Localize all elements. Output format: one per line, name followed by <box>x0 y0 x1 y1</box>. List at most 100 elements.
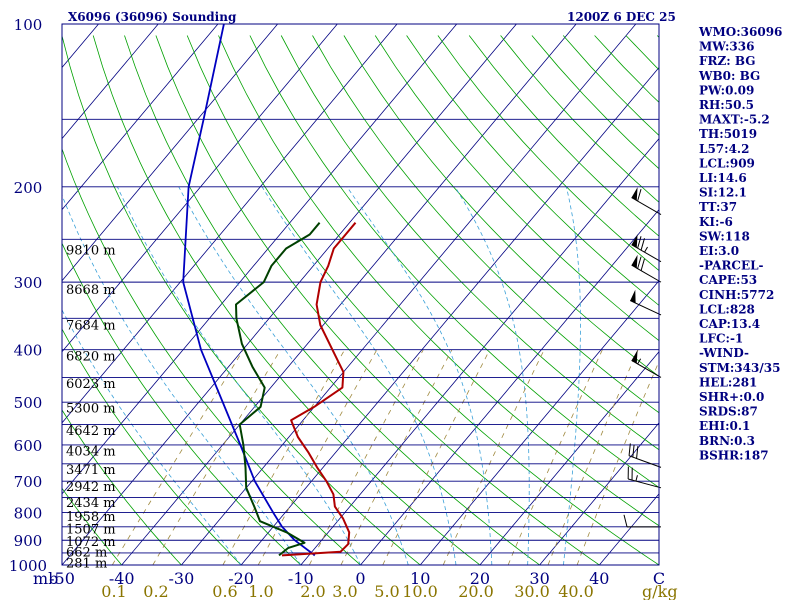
mixing-ratio-tick-label: 1.0 <box>248 582 273 600</box>
temperature-tick-label: 0 <box>355 569 365 588</box>
isotherm-line <box>62 24 159 140</box>
dry-adiabat-line <box>280 35 659 451</box>
isotherm-line <box>419 280 659 565</box>
chart-grid <box>62 24 659 565</box>
isotherm-line <box>539 422 659 565</box>
dry-adiabat-line <box>374 35 659 342</box>
dewpoint-trace <box>235 222 321 557</box>
wind-barb-half-feather <box>644 246 648 253</box>
wind-barb-flag <box>631 349 638 364</box>
pressure-tick-label: 500 <box>14 394 43 412</box>
index-value: EI:3.0 <box>699 244 739 258</box>
index-value: CAPE:53 <box>699 273 757 287</box>
moist-adiabat-line <box>62 308 242 565</box>
index-value: WB0: BG <box>698 69 760 83</box>
index-value: CINH:5772 <box>699 288 774 302</box>
index-value: KI:-6 <box>699 215 733 229</box>
isotherm-line <box>62 24 219 211</box>
index-value: EHI:0.1 <box>699 419 750 433</box>
dry-adiabat-line <box>249 35 659 488</box>
mixing-ratio-line <box>111 349 244 565</box>
dry-adiabat-line <box>155 35 600 565</box>
index-value: SW:118 <box>699 229 750 243</box>
height-label: 4642 m <box>66 424 116 439</box>
dry-adiabat-line <box>62 147 362 565</box>
wind-barb-shaft <box>631 197 662 215</box>
mixing-ratio-tick-label: 30.0 <box>514 582 550 600</box>
mixing-ratio-tick-label: 3.0 <box>332 582 357 600</box>
index-value: BSHR:187 <box>699 448 769 462</box>
dry-adiabat-line <box>406 35 659 306</box>
temperature-tick-label: -40 <box>109 569 135 588</box>
index-value: BRN:0.3 <box>699 434 755 448</box>
pressure-tick-label: 100 <box>14 16 43 34</box>
height-label: 3471 m <box>66 463 116 478</box>
height-label: 281 m <box>66 557 107 572</box>
pressure-tick-label: 700 <box>14 473 43 491</box>
temperature-tick-label: 20 <box>470 569 490 588</box>
dry-adiabat-line <box>312 35 659 414</box>
sounding-profiles <box>182 24 357 557</box>
wind-barb-feather <box>637 256 642 269</box>
wind-barb <box>631 254 662 283</box>
wind-barb-feather <box>623 514 628 527</box>
height-label: 2942 m <box>66 480 116 495</box>
index-value: WMO:36096 <box>698 25 782 39</box>
index-value: CAP:13.4 <box>699 317 760 331</box>
pressure-tick-label: 300 <box>14 274 43 292</box>
dry-adiabat-line <box>62 487 123 565</box>
wind-barb-feather <box>637 189 642 202</box>
wind-barb-half-feather <box>637 358 642 365</box>
mixing-ratio-line <box>340 349 453 565</box>
mixing-ratio-tick-label: 40.0 <box>558 582 594 600</box>
index-value: SHR+:0.0 <box>699 390 764 404</box>
wind-barb-shaft <box>631 244 662 263</box>
wind-barb-flag <box>631 234 638 248</box>
dry-adiabat-line <box>343 35 659 377</box>
wind-barb-feather <box>640 258 645 271</box>
isotherm-line <box>479 351 659 565</box>
pressure-tick-label: 900 <box>14 532 43 550</box>
isotherm-line <box>300 137 659 565</box>
station-title: X6096 (36096) Sounding <box>68 10 237 24</box>
mixing-ratio-line <box>507 349 603 565</box>
mixing-ratio-tick-label: 0.6 <box>212 582 237 600</box>
index-value: LI:14.6 <box>699 171 747 185</box>
isotherm-line <box>62 24 517 565</box>
index-value: SI:12.1 <box>699 186 747 200</box>
index-value: RH:50.5 <box>699 98 754 112</box>
wind-barb-shaft <box>628 478 662 489</box>
mixing-ratio-tick-label: 0.1 <box>101 582 126 600</box>
wind-barb-shaft <box>628 455 662 468</box>
pressure-tick-label: 1000 <box>9 557 47 575</box>
mixing-ratio-line <box>547 349 639 565</box>
mixing-ratio-line <box>382 349 491 565</box>
wind-barb-feather <box>632 444 635 458</box>
dry-adiabat-line <box>218 35 659 527</box>
wind-barb <box>631 187 662 215</box>
wind-barb-feather <box>640 238 645 251</box>
index-value: HEL:281 <box>699 375 757 389</box>
isotherm-line <box>62 24 458 495</box>
height-label: 662 m <box>66 546 107 561</box>
dry-adiabat-line <box>437 35 659 272</box>
dry-adiabat-line <box>62 35 421 565</box>
mixing-ratio-line <box>576 360 659 565</box>
pressure-tick-label: 600 <box>14 437 43 455</box>
moist-adiabat-line <box>117 186 361 565</box>
index-value: -WIND- <box>699 346 749 360</box>
height-label: 1958 m <box>66 510 116 525</box>
height-label: 8668 m <box>66 283 116 298</box>
height-label: 7684 m <box>66 318 116 333</box>
wind-barb-feather <box>628 443 631 456</box>
mixing-ratio-tick-label: 5.0 <box>374 582 399 600</box>
isotherm-line <box>121 24 577 565</box>
temperature-tick-label: -10 <box>288 569 314 588</box>
dry-adiabat-line <box>186 35 659 565</box>
mixing-ratio-tick-label: 2.0 <box>300 582 325 600</box>
sounding-time: 1200Z 6 DEC 25 <box>567 10 676 24</box>
wind-barb <box>631 234 662 263</box>
wind-barb <box>629 289 662 316</box>
